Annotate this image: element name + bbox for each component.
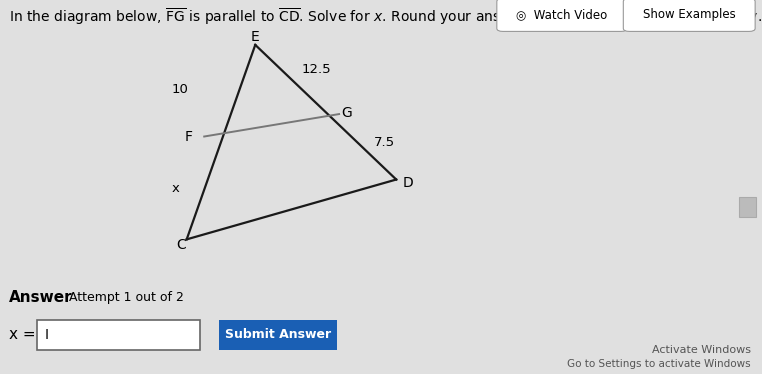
Text: F: F — [185, 129, 193, 144]
FancyBboxPatch shape — [37, 320, 200, 350]
Text: I: I — [44, 328, 48, 342]
Text: 7.5: 7.5 — [374, 136, 395, 148]
FancyBboxPatch shape — [739, 197, 756, 217]
Text: E: E — [251, 30, 260, 45]
Text: x =: x = — [9, 327, 36, 342]
Text: ◎  Watch Video: ◎ Watch Video — [517, 9, 607, 21]
Text: Submit Answer: Submit Answer — [225, 328, 331, 341]
Text: 12.5: 12.5 — [302, 63, 331, 76]
Text: Go to Settings to activate Windows: Go to Settings to activate Windows — [567, 359, 751, 368]
Text: Activate Windows: Activate Windows — [652, 345, 751, 355]
FancyBboxPatch shape — [219, 320, 337, 350]
FancyBboxPatch shape — [497, 0, 627, 31]
Text: In the diagram below, $\overline{\mathrm{FG}}$ is parallel to $\overline{\mathrm: In the diagram below, $\overline{\mathrm… — [9, 7, 762, 27]
Text: G: G — [341, 106, 352, 120]
Text: 10: 10 — [171, 83, 188, 96]
Text: Show Examples: Show Examples — [643, 9, 735, 21]
Text: C: C — [177, 238, 186, 252]
Text: D: D — [402, 175, 413, 190]
Text: Answer: Answer — [9, 290, 72, 305]
FancyBboxPatch shape — [623, 0, 755, 31]
Text: Attempt 1 out of 2: Attempt 1 out of 2 — [69, 291, 184, 304]
Text: x: x — [171, 183, 179, 195]
